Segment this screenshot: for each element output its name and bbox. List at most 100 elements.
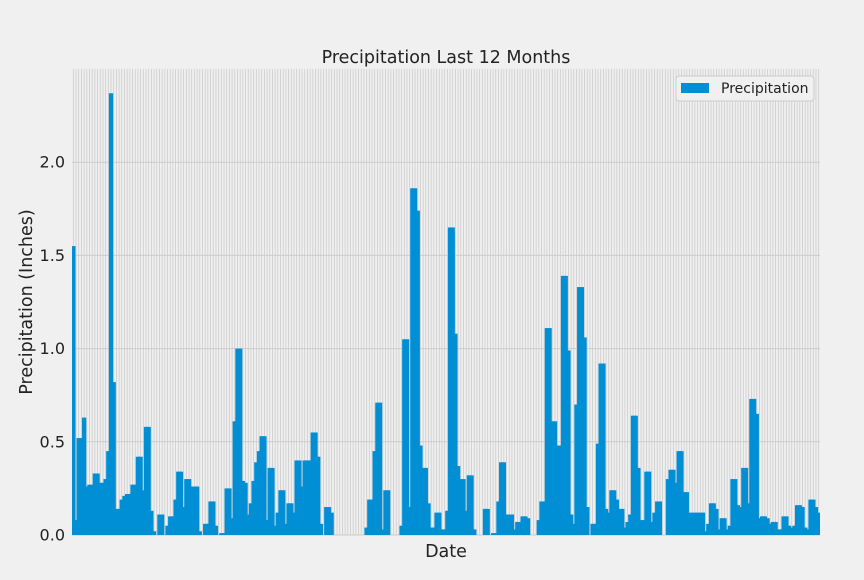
bar bbox=[404, 339, 410, 535]
bar bbox=[181, 507, 186, 535]
bar bbox=[429, 527, 434, 535]
bar bbox=[372, 451, 377, 535]
bar bbox=[157, 514, 162, 535]
bar bbox=[415, 210, 420, 535]
bar bbox=[111, 382, 116, 535]
bar bbox=[310, 432, 315, 535]
bar bbox=[238, 348, 243, 535]
bar bbox=[749, 398, 754, 535]
bar bbox=[751, 398, 757, 535]
bar bbox=[329, 512, 334, 535]
bar bbox=[665, 479, 671, 535]
bar bbox=[135, 456, 141, 535]
bar bbox=[133, 484, 138, 535]
bar bbox=[173, 499, 178, 535]
bar bbox=[243, 482, 248, 535]
bar bbox=[646, 471, 652, 535]
bar bbox=[447, 227, 453, 535]
bar bbox=[227, 488, 232, 535]
bar bbox=[442, 529, 447, 535]
bar bbox=[657, 501, 663, 535]
legend-label: Precipitation bbox=[721, 81, 809, 97]
bar bbox=[402, 339, 407, 535]
bar bbox=[275, 512, 280, 535]
bar bbox=[72, 246, 76, 535]
bar bbox=[542, 501, 547, 535]
bar bbox=[95, 473, 100, 535]
bar bbox=[464, 510, 469, 535]
bar bbox=[727, 525, 733, 535]
bar bbox=[593, 523, 598, 535]
bar bbox=[283, 523, 289, 535]
bar bbox=[711, 503, 716, 535]
bar bbox=[84, 486, 89, 535]
bar bbox=[628, 514, 633, 535]
bar bbox=[116, 508, 122, 535]
bar bbox=[512, 529, 517, 535]
bar bbox=[805, 529, 811, 535]
bar bbox=[383, 490, 388, 535]
y-tick-label: 0.0 bbox=[40, 526, 65, 545]
bar bbox=[585, 507, 590, 535]
bar bbox=[523, 516, 528, 535]
bar bbox=[762, 516, 767, 535]
bar bbox=[281, 490, 286, 535]
bar bbox=[232, 421, 237, 535]
bar bbox=[305, 460, 310, 535]
bar bbox=[482, 508, 488, 535]
bar bbox=[679, 451, 684, 535]
bar bbox=[496, 501, 501, 535]
bar bbox=[469, 475, 474, 535]
bar bbox=[786, 525, 792, 535]
grid-lines bbox=[72, 69, 820, 536]
bar bbox=[690, 512, 695, 535]
bar bbox=[106, 451, 111, 535]
bar bbox=[98, 482, 103, 535]
bar bbox=[792, 525, 797, 535]
bar bbox=[299, 486, 305, 535]
bar bbox=[205, 523, 211, 535]
bar bbox=[316, 456, 321, 535]
bar bbox=[159, 514, 165, 535]
bar bbox=[544, 328, 550, 535]
bar bbox=[208, 501, 213, 535]
bar bbox=[571, 523, 576, 535]
bar bbox=[700, 512, 706, 535]
chart-title: Precipitation Last 12 Months bbox=[322, 48, 571, 68]
bar bbox=[501, 462, 507, 535]
bar bbox=[504, 514, 509, 535]
bar bbox=[768, 523, 773, 535]
bar bbox=[552, 421, 558, 535]
bar bbox=[211, 501, 216, 535]
bar bbox=[676, 451, 681, 535]
bar bbox=[367, 499, 372, 535]
bar bbox=[781, 516, 786, 535]
bar bbox=[399, 525, 404, 535]
bar bbox=[633, 415, 638, 535]
bar bbox=[203, 523, 208, 535]
bar bbox=[525, 518, 531, 535]
bar bbox=[598, 363, 603, 535]
bar bbox=[213, 525, 219, 535]
bar bbox=[81, 417, 87, 535]
bar bbox=[644, 471, 649, 535]
bar bbox=[649, 521, 654, 535]
bar bbox=[625, 521, 630, 535]
legend: Precipitation bbox=[675, 75, 815, 102]
bar bbox=[681, 492, 687, 535]
bar bbox=[127, 493, 133, 535]
bar bbox=[461, 479, 466, 535]
bar bbox=[267, 467, 272, 535]
bar bbox=[455, 466, 461, 535]
bar bbox=[138, 456, 143, 535]
plot-area bbox=[72, 69, 820, 535]
bar bbox=[490, 533, 496, 535]
bar bbox=[272, 525, 278, 535]
legend-swatch bbox=[681, 83, 709, 93]
bar bbox=[73, 520, 79, 535]
bar bbox=[673, 482, 679, 535]
bar bbox=[614, 499, 620, 535]
bar bbox=[603, 508, 609, 535]
bar bbox=[507, 514, 512, 535]
bar bbox=[259, 436, 264, 535]
